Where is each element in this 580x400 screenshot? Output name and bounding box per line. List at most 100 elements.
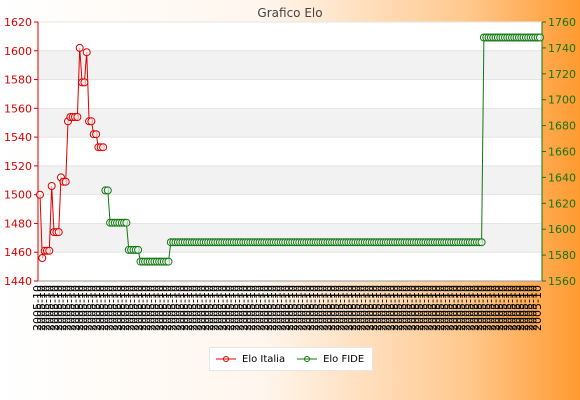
x-tick-label: 2005-10 xyxy=(119,285,132,331)
legend-swatch-elo-fide xyxy=(297,356,318,362)
data-point-elo-italia xyxy=(45,246,54,255)
x-tick-label: 2005-10 xyxy=(128,285,141,331)
x-tick-label: 2005-10 xyxy=(392,285,405,331)
x-ticks: 2005-102005-102005-102005-102005-102005-… xyxy=(31,285,544,331)
y-right-tick-label: 1660 xyxy=(548,146,576,159)
x-tick-label: 2005-10 xyxy=(291,285,304,331)
x-tick-label: 2005-10 xyxy=(52,285,65,331)
x-tick-label: 2005-10 xyxy=(191,285,204,331)
data-point-elo-italia xyxy=(47,182,56,190)
x-tick-label: 2005-10 xyxy=(69,285,82,331)
x-tick-label: 2005-10 xyxy=(338,285,351,331)
x-tick-label: 2005-10 xyxy=(342,285,355,331)
x-tick-label: 2005-10 xyxy=(464,285,477,331)
x-tick-label: 2005-10 xyxy=(422,285,435,331)
y-right-tick-label: 1620 xyxy=(548,197,576,210)
x-tick-label: 2005-10 xyxy=(489,285,502,331)
plot-area xyxy=(38,22,542,281)
x-tick-label: 2005-10 xyxy=(203,285,216,331)
x-tick-label: 2005-10 xyxy=(136,285,149,331)
y-right-tick-label: 1740 xyxy=(548,42,576,55)
x-tick-label: 2005-10 xyxy=(73,285,86,331)
x-tick-label: 2005-10 xyxy=(283,285,296,331)
x-tick-label: 2005-10 xyxy=(359,285,372,331)
x-tick-label: 2005-10 xyxy=(245,285,258,331)
x-tick-label: 2005-10 xyxy=(86,285,99,331)
y-left-tick-label: 1520 xyxy=(4,160,32,173)
x-tick-label: 2005-10 xyxy=(199,285,212,331)
x-tick-label: 2005-10 xyxy=(480,285,493,331)
legend-item-elo-fide[interactable]: Elo FIDE xyxy=(297,354,364,365)
data-point-elo-italia xyxy=(80,78,89,87)
x-tick-label: 2005-10 xyxy=(279,285,292,331)
x-tick-label: 2005-10 xyxy=(451,285,464,331)
x-tick-label: 2005-10 xyxy=(430,285,443,331)
x-tick-label: 2005-10 xyxy=(123,285,136,331)
x-tick-label: 2005-10 xyxy=(506,285,519,331)
x-tick-label: 2005-10 xyxy=(60,285,73,331)
x-tick-label: 2005-10 xyxy=(115,285,128,331)
x-tick-label: 2005-10 xyxy=(275,285,288,331)
data-point-elo-fide xyxy=(122,218,131,227)
x-tick-label: 2005-10 xyxy=(178,285,191,331)
y-left-tick-label: 1460 xyxy=(4,246,32,259)
data-point-elo-italia xyxy=(36,190,44,199)
x-tick-label: 2005-10 xyxy=(220,285,233,331)
y-left-ticks: 1620 1600 1580 1560 1540 1520 1500 1480 1460 1440 xyxy=(4,16,38,288)
x-tick-label: 2005-10 xyxy=(233,285,246,331)
grid-band xyxy=(38,108,542,138)
x-tick-label: 2005-10 xyxy=(270,285,283,331)
legend-item-elo-italia[interactable]: Elo Italia xyxy=(216,354,285,365)
y-left-tick-label: 1500 xyxy=(4,189,32,202)
x-tick-label: 2005-10 xyxy=(409,285,422,331)
x-tick-label: 2005-10 xyxy=(317,285,330,331)
x-tick-label: 2005-10 xyxy=(216,285,229,331)
x-tick-label: 2005-10 xyxy=(367,285,380,331)
data-point-elo-italia xyxy=(61,177,70,186)
y-right-tick-label: 1560 xyxy=(548,275,576,288)
data-point-elo-italia xyxy=(54,228,63,237)
data-point-elo-fide xyxy=(103,186,112,195)
x-tick-label: 2005-10 xyxy=(468,285,481,331)
x-tick-label: 2005-10 xyxy=(325,285,338,331)
x-tick-label: 2005-10 xyxy=(212,285,225,331)
x-tick-label: 2005-10 xyxy=(266,285,279,331)
y-left-tick-label: 1620 xyxy=(4,16,32,29)
x-tick-label: 2005-10 xyxy=(501,285,514,331)
y-right-tick-label: 1680 xyxy=(548,120,576,133)
x-tick-label: 2005-10 xyxy=(94,285,107,331)
y-right-ticks: 1760 1740 1720 1700 1680 1660 1640 1620 1600 1580… xyxy=(542,16,576,288)
x-tick-label: 2005-10 xyxy=(522,285,535,331)
data-point-elo-italia xyxy=(82,48,91,57)
data-point-elo-italia xyxy=(38,254,47,262)
y-right-tick-label: 1700 xyxy=(548,94,576,107)
x-tick-label: 2005-10 xyxy=(312,285,325,331)
x-tick-label: 2005-10 xyxy=(455,285,468,331)
y-left-tick-label: 1480 xyxy=(4,217,32,230)
x-tick-label: 2005-10 xyxy=(35,285,48,331)
x-tick-label: 2005-10 xyxy=(413,285,426,331)
x-tick-label: 2005-10 xyxy=(132,285,145,331)
x-tick-label: 2005-10 xyxy=(254,285,267,331)
x-tick-label: 2005-10 xyxy=(31,285,44,331)
x-tick-label: 2005-10 xyxy=(157,285,170,331)
x-tick-label: 2005-10 xyxy=(287,285,300,331)
legend-label-elo-italia: Elo Italia xyxy=(242,353,286,365)
x-tick-label: 2005-10 xyxy=(262,285,275,331)
data-point-elo-italia xyxy=(99,143,108,152)
x-tick-label: 2005-10 xyxy=(375,285,388,331)
x-tick-label: 2005-10 xyxy=(161,285,174,331)
y-right-tick-label: 1720 xyxy=(548,68,576,81)
x-tick-label: 2005-10 xyxy=(182,285,195,331)
y-right-tick-label: 1760 xyxy=(548,16,576,29)
x-tick-label: 2005-10 xyxy=(237,285,250,331)
x-tick-label: 2005-10 xyxy=(195,285,208,331)
x-tick-label: 2005-10 xyxy=(65,285,78,331)
y-right-tick-label: 1640 xyxy=(548,171,576,184)
x-tick-label: 2005-10 xyxy=(174,285,187,331)
data-point-elo-italia xyxy=(75,43,84,52)
x-tick-label: 2005-10 xyxy=(249,285,262,331)
series-layer xyxy=(36,33,544,266)
x-tick-label: 2005-10 xyxy=(90,285,103,331)
